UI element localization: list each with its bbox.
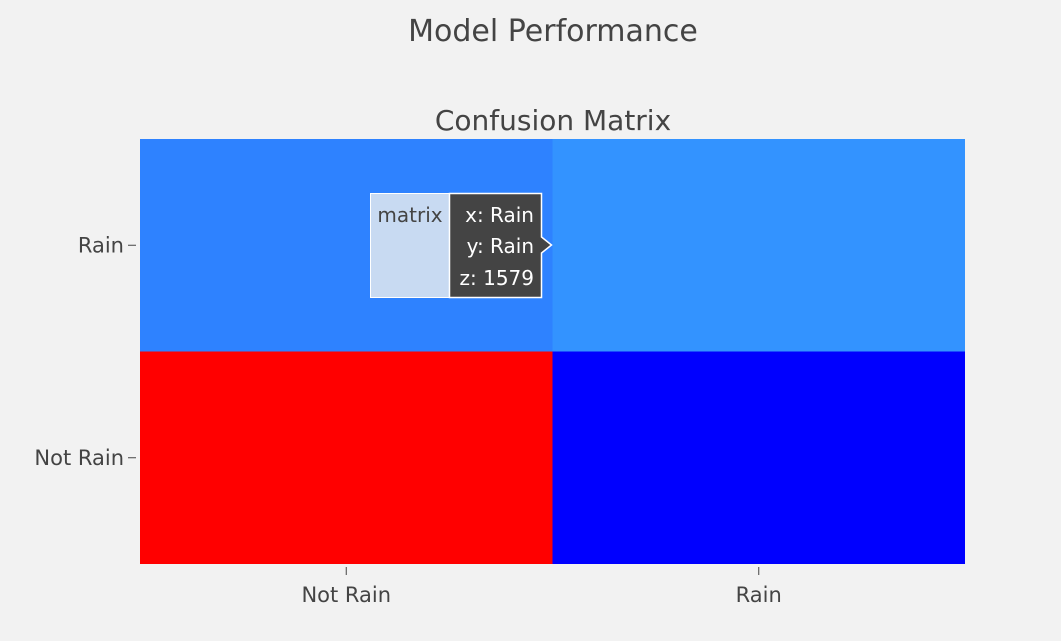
heatmap-cell-not-rain-rain[interactable]	[552, 351, 966, 565]
hover-tooltip: matrix x: Rain y: Rain z: 1579	[370, 192, 553, 299]
tooltip-trace-label-box	[370, 193, 451, 298]
page-title: Model Performance	[408, 14, 698, 49]
heatmap-axes: Not Rain Rain Not Rain Rain	[34, 233, 781, 607]
tooltip-x-value: x: Rain	[465, 203, 534, 227]
y-tick-label: Rain	[78, 233, 124, 257]
tooltip-z-value: z: 1579	[460, 266, 535, 290]
y-tick-label: Not Rain	[34, 446, 124, 470]
heatmap-cell-not-rain-not-rain[interactable]	[140, 351, 553, 565]
chart-title: Confusion Matrix	[435, 104, 671, 137]
tooltip-trace-name: matrix	[377, 203, 442, 227]
x-tick-label: Not Rain	[301, 583, 391, 607]
tooltip-y-value: y: Rain	[467, 234, 534, 258]
heatmap-cell-rain-rain[interactable]	[552, 139, 966, 352]
x-tick-label: Rain	[736, 583, 782, 607]
tooltip-box	[448, 192, 553, 299]
heatmap-cells[interactable]	[140, 139, 965, 564]
